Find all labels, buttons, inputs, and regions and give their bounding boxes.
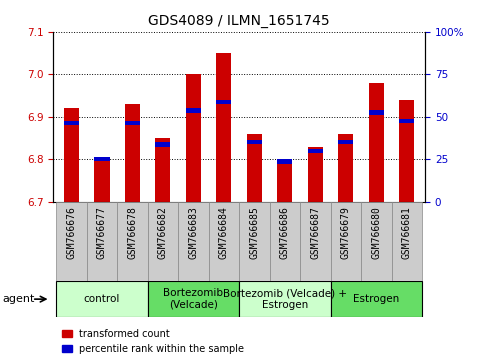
Text: GSM766687: GSM766687 (310, 206, 320, 259)
Bar (125, 121, 140, 125)
Bar (308, 149, 323, 153)
Bar (94, 157, 110, 161)
Bar (148, 281, 239, 317)
Text: GSM766683: GSM766683 (188, 206, 199, 259)
Bar (186, 74, 201, 202)
Bar (369, 83, 384, 202)
Text: GSM766682: GSM766682 (158, 206, 168, 259)
Bar (209, 202, 239, 281)
Bar (247, 140, 262, 144)
Bar (216, 100, 231, 104)
Bar (64, 121, 79, 125)
Bar (155, 138, 170, 202)
Text: agent: agent (2, 294, 35, 304)
Text: GSM766684: GSM766684 (219, 206, 229, 259)
Text: GSM766681: GSM766681 (402, 206, 412, 259)
Bar (330, 202, 361, 281)
Bar (338, 134, 354, 202)
Bar (399, 100, 414, 202)
Bar (270, 202, 300, 281)
Bar (64, 108, 79, 202)
Bar (56, 281, 148, 317)
Bar (277, 159, 292, 164)
Bar (399, 119, 414, 123)
Text: GSM766676: GSM766676 (67, 206, 76, 259)
Bar (148, 202, 178, 281)
Bar (277, 164, 292, 202)
Bar (392, 202, 422, 281)
Text: GSM766677: GSM766677 (97, 206, 107, 259)
Bar (308, 147, 323, 202)
Text: Bortezomib (Velcade) +
Estrogen: Bortezomib (Velcade) + Estrogen (223, 288, 347, 310)
Bar (239, 202, 270, 281)
Text: GSM766685: GSM766685 (249, 206, 259, 259)
Bar (361, 202, 392, 281)
Text: control: control (84, 294, 120, 304)
Bar (178, 202, 209, 281)
Text: Estrogen: Estrogen (353, 294, 399, 304)
Bar (155, 142, 170, 147)
Bar (94, 159, 110, 202)
Bar (117, 202, 148, 281)
Text: GSM766686: GSM766686 (280, 206, 290, 259)
Bar (300, 202, 330, 281)
Bar (338, 140, 354, 144)
Text: Bortezomib
(Velcade): Bortezomib (Velcade) (163, 288, 223, 310)
Bar (186, 108, 201, 113)
Bar (369, 110, 384, 115)
Bar (239, 281, 330, 317)
Bar (330, 281, 422, 317)
Text: GSM766679: GSM766679 (341, 206, 351, 259)
Bar (86, 202, 117, 281)
Bar (56, 202, 86, 281)
Text: GSM766680: GSM766680 (371, 206, 381, 259)
Text: GDS4089 / ILMN_1651745: GDS4089 / ILMN_1651745 (148, 14, 330, 28)
Bar (216, 53, 231, 202)
Text: GSM766678: GSM766678 (128, 206, 137, 259)
Legend: transformed count, percentile rank within the sample: transformed count, percentile rank withi… (58, 325, 248, 354)
Bar (247, 134, 262, 202)
Bar (125, 104, 140, 202)
